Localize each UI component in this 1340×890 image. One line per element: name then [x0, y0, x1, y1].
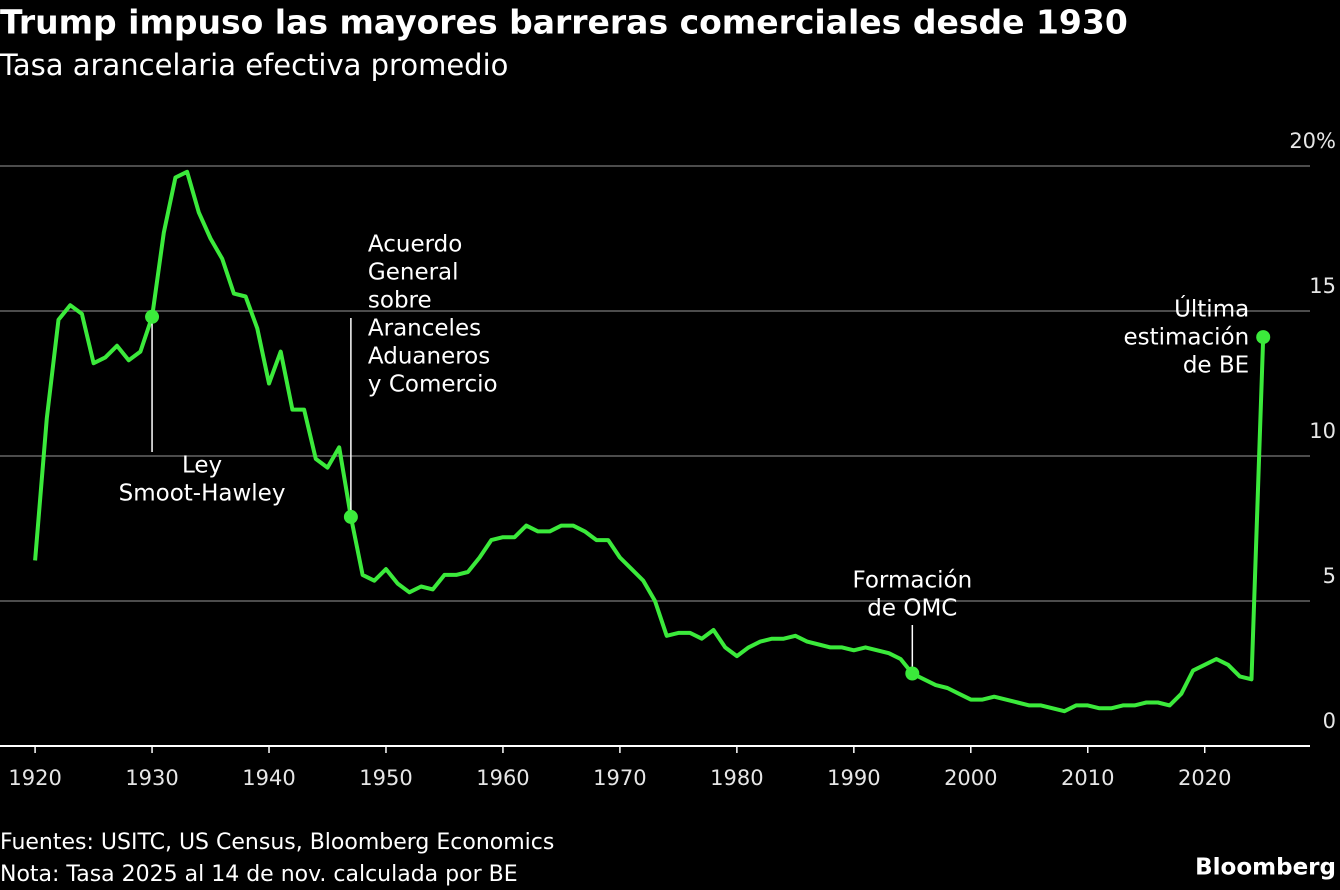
annotation: Ley [182, 453, 222, 479]
annotation: General [368, 260, 459, 286]
annotation: de BE [1183, 353, 1249, 379]
annotation: Aduaneros [368, 344, 490, 370]
source: Fuentes: USITC, US Census, Bloomberg Eco… [0, 830, 554, 855]
y-tick-label: 15 [1309, 274, 1336, 298]
x-tick-label: 1990 [827, 766, 880, 790]
x-tick-label: 1970 [593, 766, 646, 790]
x-tick-label: 1980 [710, 766, 763, 790]
x-tick-label: 1930 [125, 766, 178, 790]
annotation: Última [1174, 295, 1249, 323]
annotation: estimación [1123, 325, 1249, 351]
annotation: sobre [368, 288, 432, 314]
x-tick-label: 1960 [476, 766, 529, 790]
data-line [33, 169, 1266, 714]
highlight-point [343, 509, 358, 524]
x-tick-label: 2010 [1061, 766, 1114, 790]
y-tick-label: 0 [1323, 709, 1336, 733]
highlight-point [145, 309, 160, 324]
annotation: de OMC [867, 596, 957, 622]
y-tick-label: 20% [1289, 129, 1336, 153]
annotation: Acuerdo [368, 232, 462, 258]
note: Nota: Tasa 2025 al 14 de nov. calculada … [0, 862, 518, 887]
x-tick-label: 1920 [8, 766, 61, 790]
brand: Bloomberg [1195, 855, 1336, 881]
x-tick-label: 1940 [242, 766, 295, 790]
annotation: Smoot-Hawley [119, 481, 286, 507]
annotation: Formación [852, 568, 972, 594]
x-tick-label: 1950 [359, 766, 412, 790]
highlight-point [1256, 330, 1271, 345]
highlight-point [905, 666, 920, 681]
x-tick-label: 2020 [1178, 766, 1231, 790]
annotation: Aranceles [368, 316, 481, 342]
y-tick-label: 10 [1309, 419, 1336, 443]
annotation: y Comercio [368, 372, 498, 398]
chart-subtitle: Tasa arancelaria efectiva promedio [0, 48, 508, 82]
y-tick-label: 5 [1323, 564, 1336, 588]
x-tick-label: 2000 [944, 766, 997, 790]
chart-title: Trump impuso las mayores barreras comerc… [0, 3, 1128, 42]
